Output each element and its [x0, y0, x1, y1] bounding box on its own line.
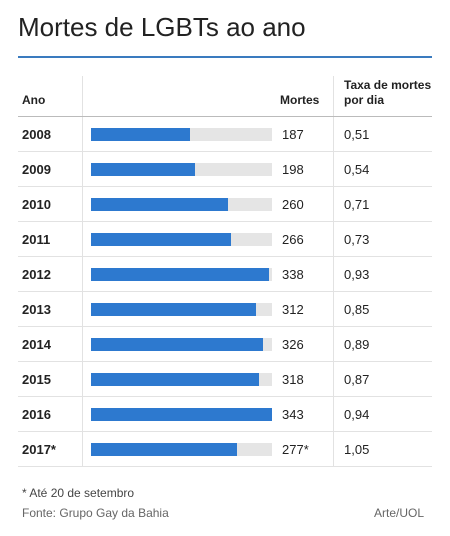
column-header: Mortes [280, 93, 320, 107]
year-label: 2011 [22, 232, 51, 247]
row-rule [18, 326, 432, 327]
rate-label: 0,71 [344, 197, 370, 212]
value-label: 187 [282, 127, 304, 142]
row-rule [18, 466, 432, 467]
column-divider [82, 76, 83, 467]
row-rule [18, 151, 432, 152]
column-divider [333, 76, 334, 467]
row-rule [18, 396, 432, 397]
rate-label: 1,05 [344, 442, 370, 457]
rate-label: 0,93 [344, 267, 370, 282]
row-rule [18, 361, 432, 362]
bar [91, 338, 264, 351]
rate-label: 0,89 [344, 337, 370, 352]
year-label: 2010 [22, 197, 51, 212]
bar [91, 303, 256, 316]
rate-label: 0,51 [344, 127, 370, 142]
credit: Arte/UOL [374, 506, 425, 520]
year-label: 2014 [22, 337, 51, 352]
year-label: 2015 [22, 372, 51, 387]
column-header: Ano [22, 93, 46, 107]
year-label: 2008 [22, 127, 51, 142]
year-label: 2009 [22, 162, 51, 177]
chart-title: Mortes de LGBTs ao ano [18, 12, 306, 42]
bar [91, 373, 259, 386]
rate-label: 0,94 [344, 407, 370, 422]
rate-label: 0,85 [344, 302, 370, 317]
rate-label: 0,73 [344, 232, 370, 247]
value-label: 338 [282, 267, 304, 282]
rate-label: 0,54 [344, 162, 370, 177]
year-label: 2013 [22, 302, 51, 317]
row-rule [18, 291, 432, 292]
value-label: 326 [282, 337, 304, 352]
year-label: 2017* [22, 442, 56, 457]
year-label: 2016 [22, 407, 51, 422]
footnote: * Até 20 de setembro [22, 486, 135, 500]
rate-label: 0,87 [344, 372, 370, 387]
row-rule [18, 256, 432, 257]
value-label: 260 [282, 197, 304, 212]
bar [91, 408, 272, 421]
value-label: 318 [282, 372, 304, 387]
header-rule [18, 116, 432, 117]
bar [91, 128, 190, 141]
bar [91, 443, 238, 456]
bar [91, 198, 229, 211]
bar [91, 233, 232, 246]
year-label: 2012 [22, 267, 51, 282]
bar [91, 163, 196, 176]
row-rule [18, 186, 432, 187]
bar [91, 268, 270, 281]
value-label: 343 [282, 407, 304, 422]
column-header: Taxa de mortes por dia [344, 78, 432, 107]
value-label: 312 [282, 302, 304, 317]
row-rule [18, 431, 432, 432]
source: Fonte: Grupo Gay da Bahia [22, 506, 169, 520]
value-label: 198 [282, 162, 304, 177]
row-rule [18, 221, 432, 222]
value-label: 277* [282, 442, 309, 457]
value-label: 266 [282, 232, 304, 247]
title-rule [18, 56, 432, 58]
